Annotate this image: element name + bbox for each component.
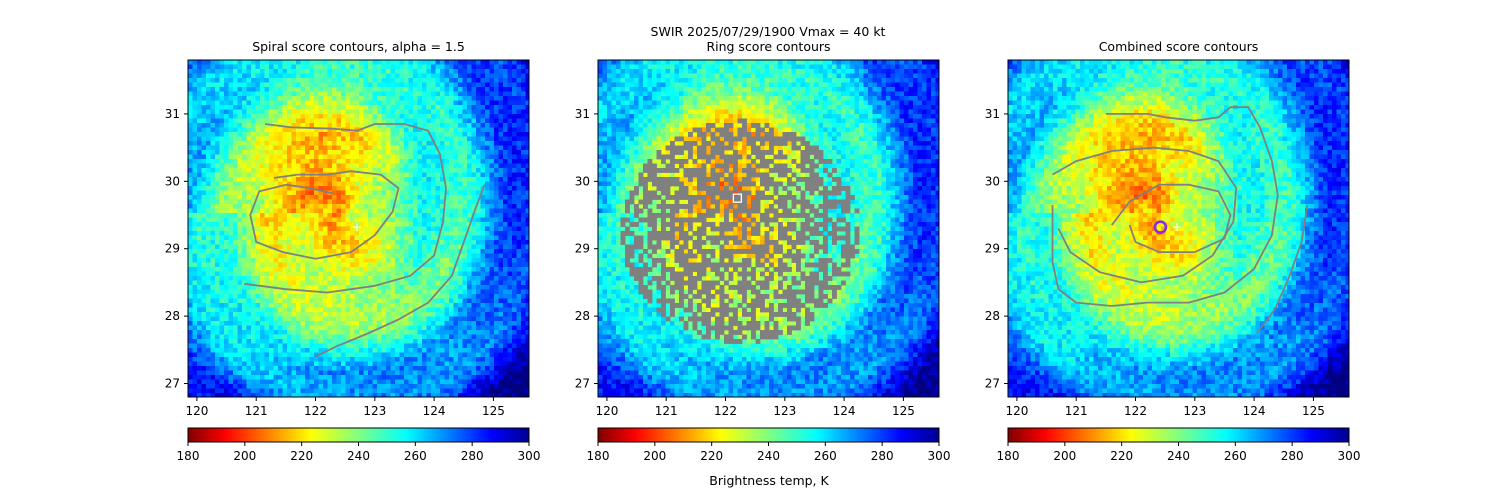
y-tick-label: 29 (165, 242, 180, 256)
y-tick-label: 27 (575, 377, 590, 391)
score-contours (1051, 106, 1309, 334)
colorbar-tick-label: 260 (814, 449, 837, 463)
x-tick-label: 121 (1065, 404, 1088, 418)
colorbar-tick-label: 300 (1338, 449, 1361, 463)
x-tick-label: 120 (1005, 404, 1028, 418)
y-tick-label: 30 (165, 174, 180, 188)
colorbar-tick-label: 260 (404, 449, 427, 463)
panel-title: Ring score contours (706, 39, 830, 54)
y-tick-label: 31 (985, 107, 1000, 121)
colorbar-gradient (1007, 427, 1350, 443)
x-tick-label: 124 (423, 404, 446, 418)
brightness-heatmap (1008, 60, 1349, 397)
colorbar: 180 200 220 240 260 280 300 (587, 427, 951, 463)
x-tick-label: 123 (1183, 404, 1206, 418)
figure-suptitle: SWIR 2025/07/29/1900 Vmax = 40 kt (651, 24, 886, 39)
colorbar-tick-label: 200 (1053, 449, 1076, 463)
panel-title: Spiral score contours, alpha = 1.5 (252, 39, 465, 54)
colorbar-tick-label: 280 (461, 449, 484, 463)
colorbar-tick-label: 240 (757, 449, 780, 463)
colorbar-tick-label: 220 (700, 449, 723, 463)
colorbar-tick-label: 220 (1110, 449, 1133, 463)
contour-line-2 (249, 170, 400, 260)
colorbar-tick-label: 240 (1167, 449, 1190, 463)
x-tick-label: 121 (655, 404, 678, 418)
x-tick-label: 124 (1243, 404, 1266, 418)
panel-3: 120 121 122 123 124 125 27 28 29 30 31 Combined sco… (985, 39, 1361, 463)
axes-frame (1007, 59, 1350, 398)
x-tick-label: 125 (482, 404, 505, 418)
ring-score-contours (620, 118, 860, 344)
colorbar-tick-label: 200 (233, 449, 256, 463)
colorbar: 180 200 220 240 260 280 300 (997, 427, 1361, 463)
score-contours (244, 123, 486, 358)
colorbar-tick-label: 200 (643, 449, 666, 463)
x-tick-label: 121 (245, 404, 268, 418)
x-tick-label: 120 (185, 404, 208, 418)
y-tick-label: 28 (985, 309, 1000, 323)
colorbar-tick-label: 280 (871, 449, 894, 463)
x-tick-label: 125 (1302, 404, 1325, 418)
colorbar-tick-label: 260 (1224, 449, 1247, 463)
colorbar-tick-label: 300 (518, 449, 541, 463)
brightness-heatmap (188, 60, 529, 397)
x-tick-label: 125 (892, 404, 915, 418)
y-tick-label: 31 (165, 107, 180, 121)
colorbar: 180 200 220 240 260 280 300 (177, 427, 541, 463)
combined-center-circle-marker (1153, 220, 1168, 234)
axes-frame (187, 59, 530, 398)
contour-line-4 (1256, 204, 1309, 334)
panel-2: 120 121 122 123 124 125 27 28 29 30 31 Ring score c… (575, 39, 951, 463)
y-tick-label: 30 (985, 174, 1000, 188)
contour-line-2 (1052, 146, 1238, 284)
ring-center-square-marker (732, 193, 743, 203)
y-tick-label: 29 (985, 242, 1000, 256)
colorbar-tick-label: 180 (177, 449, 200, 463)
y-tick-label: 27 (165, 377, 180, 391)
colorbar-gradient (187, 427, 530, 443)
center-plus-marker (1173, 223, 1182, 232)
axes-frame (597, 59, 940, 398)
colorbar-gradient (597, 427, 940, 443)
x-tick-label: 123 (773, 404, 796, 418)
x-tick-label: 122 (1124, 404, 1147, 418)
colorbar-tick-label: 220 (290, 449, 313, 463)
contour-line-3 (1111, 183, 1232, 254)
contour-line-1 (1051, 106, 1279, 307)
x-tick-label: 122 (304, 404, 327, 418)
contour-line-3 (315, 184, 486, 358)
panel-1: 120 121 122 123 124 125 27 28 29 30 31 Spiral score… (165, 39, 541, 463)
y-tick-label: 27 (985, 377, 1000, 391)
colorbar-tick-label: 300 (928, 449, 951, 463)
colorbar-label: Brightness temp, K (709, 473, 829, 488)
x-tick-label: 124 (833, 404, 856, 418)
y-tick-label: 31 (575, 107, 590, 121)
x-tick-label: 120 (595, 404, 618, 418)
y-tick-label: 29 (575, 242, 590, 256)
x-tick-label: 123 (363, 404, 386, 418)
panel-title: Combined score contours (1099, 39, 1259, 54)
colorbar-tick-label: 180 (587, 449, 610, 463)
y-tick-label: 28 (575, 309, 590, 323)
x-tick-label: 122 (714, 404, 737, 418)
y-tick-label: 28 (165, 309, 180, 323)
contour-line-1 (244, 123, 447, 294)
colorbar-tick-label: 240 (347, 449, 370, 463)
colorbar-tick-label: 280 (1281, 449, 1304, 463)
y-tick-label: 30 (575, 174, 590, 188)
colorbar-tick-label: 180 (997, 449, 1020, 463)
center-plus-marker (353, 223, 362, 232)
